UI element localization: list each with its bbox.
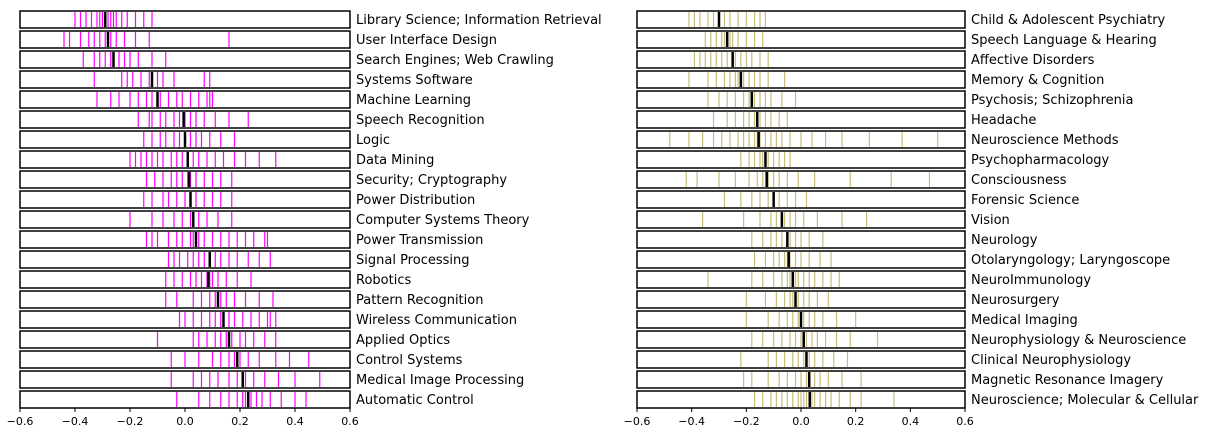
row-label: Applied Optics xyxy=(356,333,450,348)
row-box xyxy=(636,110,966,129)
row-box xyxy=(636,310,966,329)
row-box xyxy=(19,350,351,369)
row-label: Security; Cryptography xyxy=(356,173,507,188)
row-box xyxy=(19,170,351,189)
row-box xyxy=(636,10,966,29)
row-label: Control Systems xyxy=(356,353,463,368)
row-box xyxy=(636,270,966,289)
x-tick-label: −0.6 xyxy=(624,415,651,428)
row-label: Vision xyxy=(971,213,1010,228)
row-box xyxy=(636,170,966,189)
row-label: User Interface Design xyxy=(356,33,497,48)
row-label: Power Distribution xyxy=(356,193,475,208)
row-box xyxy=(19,30,351,49)
row-label: Magnetic Resonance Imagery xyxy=(971,373,1164,388)
x-tick-label: 0.6 xyxy=(956,415,974,428)
row-label: Neurology xyxy=(971,233,1038,248)
x-tick-label: 0.2 xyxy=(231,415,249,428)
x-tick-label: −0.4 xyxy=(62,415,89,428)
row-box xyxy=(19,10,351,29)
row-label: Computer Systems Theory xyxy=(356,213,530,228)
row-label: Forensic Science xyxy=(971,193,1079,208)
row-box xyxy=(19,150,351,169)
row-label: Affective Disorders xyxy=(971,53,1095,68)
row-label: Otolaryngology; Laryngoscope xyxy=(971,253,1170,268)
row-label: Neurophysiology & Neuroscience xyxy=(971,333,1186,348)
row-box xyxy=(19,130,351,149)
x-tick-label: 0.0 xyxy=(176,415,194,428)
row-box xyxy=(636,210,966,229)
row-box xyxy=(19,330,351,349)
row-box xyxy=(636,250,966,269)
x-tick-label: −0.2 xyxy=(733,415,760,428)
row-label: Neuroscience Methods xyxy=(971,133,1119,148)
x-tick-label: −0.2 xyxy=(117,415,144,428)
x-tick-label: 0.6 xyxy=(341,415,359,428)
row-box xyxy=(19,90,351,109)
row-label: Pattern Recognition xyxy=(356,293,483,308)
row-box xyxy=(636,70,966,89)
row-label: Library Science; Information Retrieval xyxy=(356,13,602,28)
row-box xyxy=(636,90,966,109)
row-label: Automatic Control xyxy=(356,393,474,408)
row-label: Memory & Cognition xyxy=(971,73,1104,88)
row-box xyxy=(19,210,351,229)
row-label: Signal Processing xyxy=(356,253,469,268)
x-tick-label: 0.4 xyxy=(286,415,304,428)
row-label: Machine Learning xyxy=(356,93,471,108)
row-box xyxy=(19,70,351,89)
row-box xyxy=(636,130,966,149)
row-label: Headache xyxy=(971,113,1036,128)
row-label: Search Engines; Web Crawling xyxy=(356,53,554,68)
row-label: Clinical Neurophysiology xyxy=(971,353,1131,368)
row-label: Robotics xyxy=(356,273,411,288)
x-tick-label: 0.2 xyxy=(847,415,865,428)
row-label: Speech Recognition xyxy=(356,113,485,128)
row-box xyxy=(636,190,966,209)
row-label: Medical Image Processing xyxy=(356,373,524,388)
row-box xyxy=(636,50,966,69)
row-label: Medical Imaging xyxy=(971,313,1078,328)
row-box xyxy=(19,270,351,289)
x-tick-label: 0.4 xyxy=(902,415,920,428)
row-box xyxy=(19,390,351,409)
row-box xyxy=(636,230,966,249)
row-box xyxy=(636,150,966,169)
x-tick-label: −0.6 xyxy=(7,415,34,428)
row-label: Power Transmission xyxy=(356,233,483,248)
row-label: Systems Software xyxy=(356,73,473,88)
row-label: Speech Language & Hearing xyxy=(971,33,1157,48)
row-label: Consciousness xyxy=(971,173,1067,188)
row-box xyxy=(19,190,351,209)
row-box xyxy=(19,230,351,249)
x-tick-label: −0.4 xyxy=(678,415,705,428)
row-box xyxy=(19,310,351,329)
row-label: NeuroImmunology xyxy=(971,273,1091,288)
row-label: Child & Adolescent Psychiatry xyxy=(971,13,1166,28)
row-box xyxy=(636,330,966,349)
row-box xyxy=(636,30,966,49)
row-label: Psychosis; Schizophrenia xyxy=(971,93,1133,108)
row-box xyxy=(19,50,351,69)
row-label: Wireless Communication xyxy=(356,313,517,328)
row-box xyxy=(636,350,966,369)
row-box xyxy=(19,250,351,269)
row-box xyxy=(636,290,966,309)
row-label: Data Mining xyxy=(356,153,434,168)
row-box xyxy=(636,370,966,389)
x-tick-label: 0.0 xyxy=(792,415,810,428)
row-label: Neurosurgery xyxy=(971,293,1060,308)
row-label: Neuroscience; Molecular & Cellular xyxy=(971,393,1199,408)
row-label: Psychopharmacology xyxy=(971,153,1110,168)
row-box xyxy=(19,290,351,309)
row-box xyxy=(19,370,351,389)
row-box xyxy=(19,110,351,129)
row-label: Logic xyxy=(356,133,390,148)
